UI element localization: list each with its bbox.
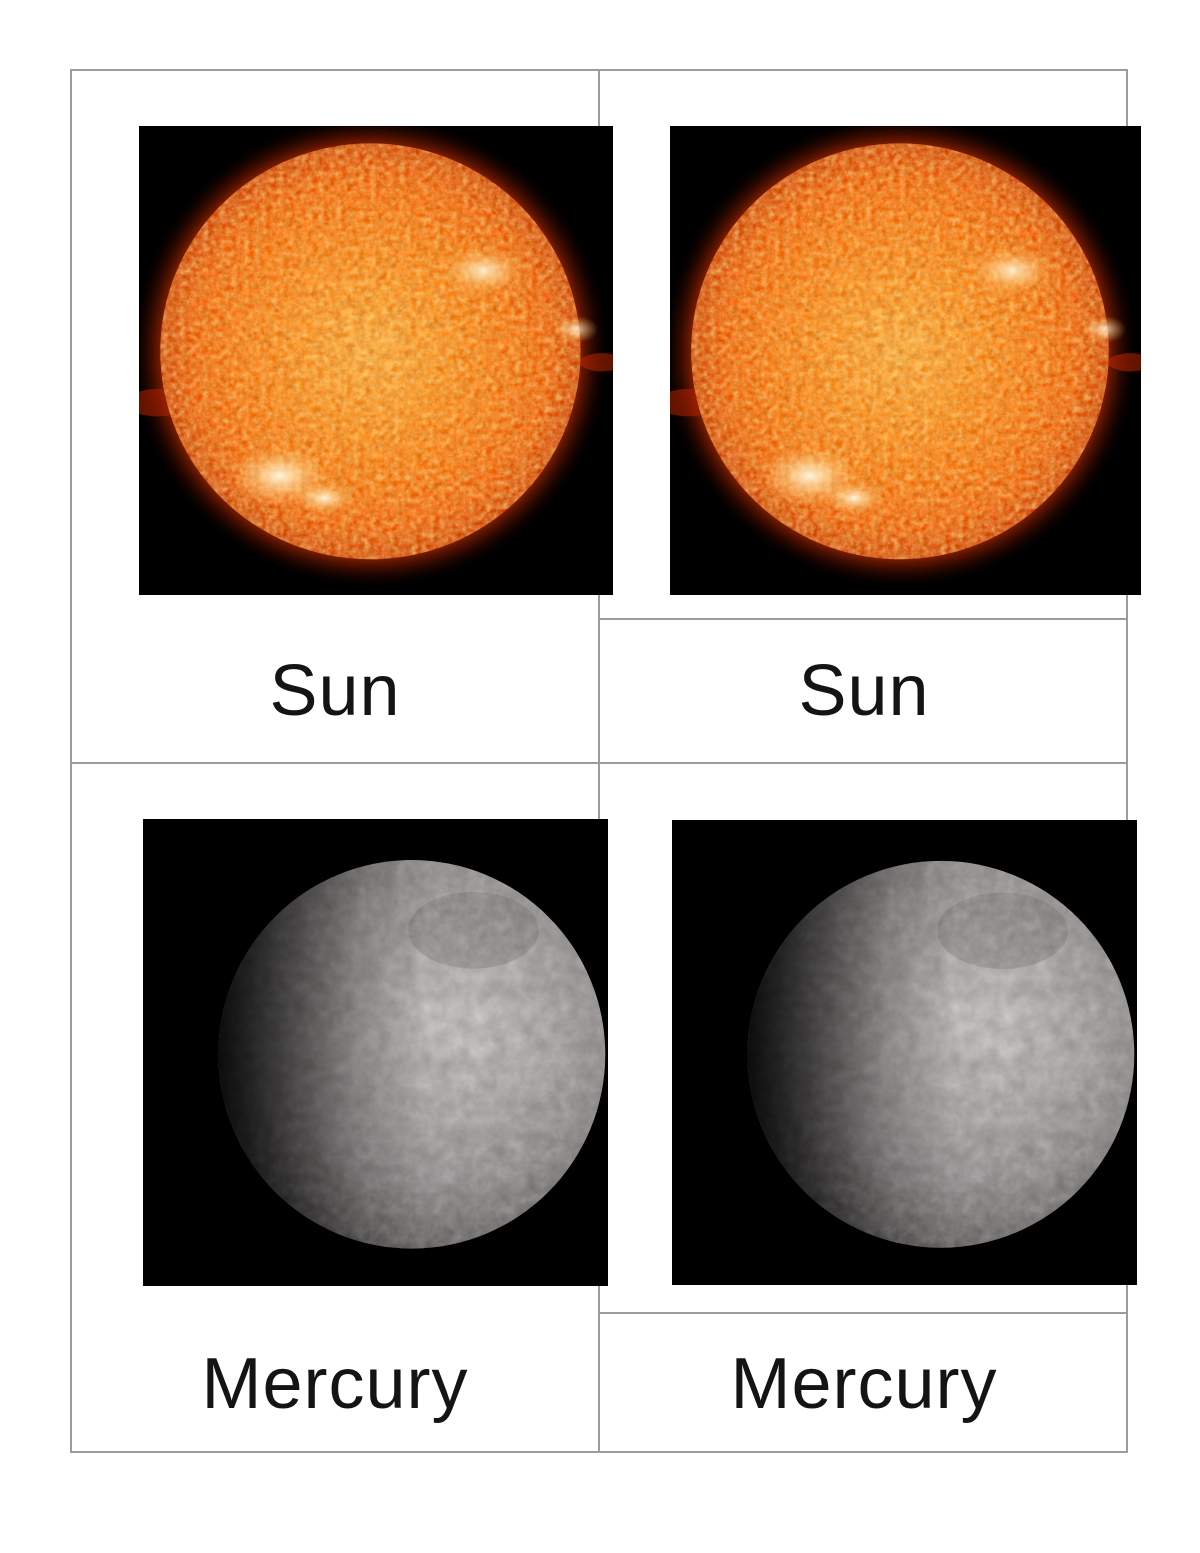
- sun-card-label-left: Sun: [72, 621, 598, 761]
- card-label: Mercury: [730, 1344, 998, 1424]
- sun-card-label-right: Sun: [600, 621, 1128, 761]
- sun-image: [139, 126, 613, 595]
- grid-mercury-label-divider: [598, 1312, 1128, 1314]
- grid-row-divider: [70, 762, 1128, 764]
- mercury-image: [143, 819, 608, 1286]
- card-label: Sun: [798, 651, 930, 731]
- card-label: Mercury: [201, 1344, 469, 1424]
- mercury-image: [672, 820, 1137, 1285]
- mercury-card-label-right: Mercury: [600, 1315, 1128, 1453]
- sun-photo-right: [670, 126, 1141, 595]
- grid-sun-label-divider: [598, 618, 1128, 620]
- card-label: Sun: [269, 651, 401, 731]
- grid-column-divider: [598, 69, 600, 1453]
- sun-photo-left: [139, 126, 613, 595]
- mercury-photo-left: [143, 819, 608, 1286]
- sun-image: [670, 126, 1141, 595]
- mercury-photo-right: [672, 820, 1137, 1285]
- mercury-card-label-left: Mercury: [72, 1315, 598, 1453]
